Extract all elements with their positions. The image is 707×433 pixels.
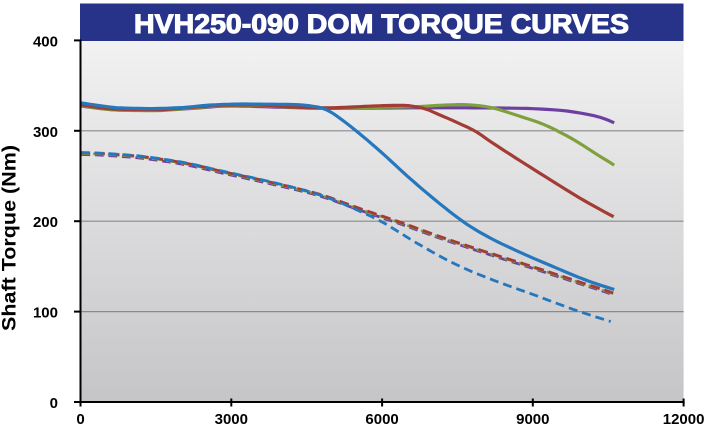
svg-text:3000: 3000 [215,411,248,428]
svg-text:0: 0 [50,395,58,412]
svg-text:Shaft Torque (Nm): Shaft Torque (Nm) [0,145,21,331]
svg-text:400: 400 [33,33,58,50]
svg-text:6000: 6000 [365,411,398,428]
svg-text:9000: 9000 [516,411,549,428]
svg-text:0: 0 [76,411,84,428]
svg-text:12000: 12000 [663,411,705,428]
svg-text:200: 200 [33,214,58,231]
svg-text:300: 300 [33,124,58,141]
svg-text:100: 100 [33,305,58,322]
svg-text:HVH250-090 DOM TORQUE CURVES: HVH250-090 DOM TORQUE CURVES [134,9,629,39]
